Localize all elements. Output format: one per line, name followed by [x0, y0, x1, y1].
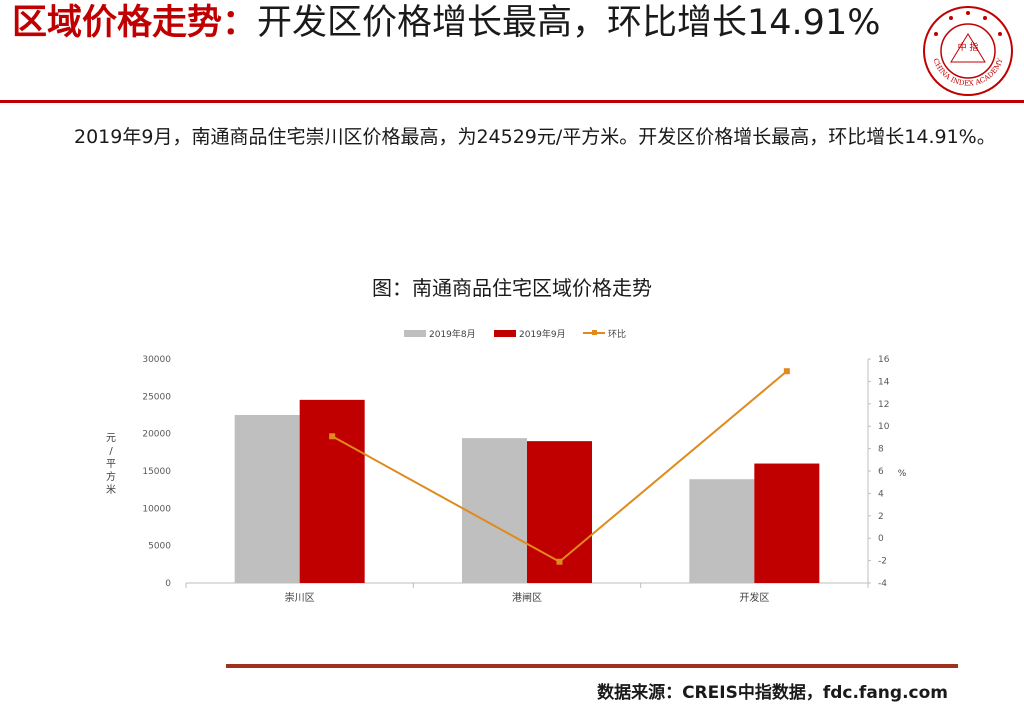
x-tick-label: 开发区: [739, 591, 769, 604]
mom-growth-point: [329, 433, 336, 440]
logo-inner-text: 中 指: [958, 41, 979, 53]
mom-growth-point: [783, 368, 790, 375]
y-tick-label: 25000: [142, 392, 171, 402]
y2-tick-label: 10: [878, 422, 890, 432]
page-title: 区域价格走势：开发区价格增长最高，环比增长14.91%: [12, 2, 912, 45]
title-divider: [0, 100, 1024, 103]
mom-growth-point: [556, 558, 563, 565]
y2-tick-label: 14: [878, 377, 890, 387]
y-tick-label: 20000: [142, 430, 171, 440]
y-tick-label: 10000: [142, 504, 171, 514]
bar-aug: [462, 438, 527, 583]
y-tick-label: 5000: [148, 542, 171, 552]
y2-tick-label: 0: [878, 534, 884, 544]
title-highlight: 区域价格走势：: [12, 3, 258, 43]
y2-tick-label: 4: [878, 489, 884, 499]
y-tick-label: 15000: [142, 467, 171, 477]
bar-aug: [234, 415, 300, 583]
summary-paragraph: 2019年9月，南通商品住宅崇川区价格最高，为24529元/平方米。开发区价格增…: [74, 126, 996, 148]
y2-tick-label: 6: [878, 467, 884, 477]
x-tick-label: 崇川区: [285, 592, 315, 604]
legend-swatch: [404, 330, 426, 337]
y2-tick-label: 2: [878, 512, 884, 522]
legend-label: 2019年8月: [429, 328, 476, 340]
legend-label: 环比: [608, 328, 626, 340]
y2-tick-label: 8: [878, 445, 884, 455]
legend-line-marker: [592, 330, 597, 335]
title-rest: 开发区价格增长最高，环比增长14.91%: [257, 3, 881, 43]
bar-aug: [689, 479, 755, 583]
y-tick-label: 30000: [142, 355, 171, 365]
china-index-academy-logo-icon: 中 指 CHINA INDEX ACADEMY: [923, 6, 1013, 96]
chart-title: 图：南通商品住宅区域价格走势: [372, 276, 652, 300]
y2-tick-label: -2: [878, 557, 887, 567]
y-tick-label: 0: [165, 579, 171, 589]
y2-tick-label: 12: [878, 400, 889, 410]
y2-tick-label: 16: [878, 355, 890, 365]
data-source: 数据来源：CREIS中指数据，fdc.fang.com: [597, 683, 948, 703]
x-tick-label: 港闸区: [512, 591, 542, 604]
y-axis-label: 元/平方米: [106, 433, 116, 496]
footer-divider: [226, 664, 958, 668]
legend-label: 2019年9月: [519, 328, 566, 340]
bar-sep: [299, 399, 365, 583]
y2-tick-label: -4: [878, 579, 887, 589]
bar-sep: [754, 463, 820, 583]
y2-axis-label: %: [898, 469, 907, 479]
legend-swatch: [494, 330, 516, 337]
